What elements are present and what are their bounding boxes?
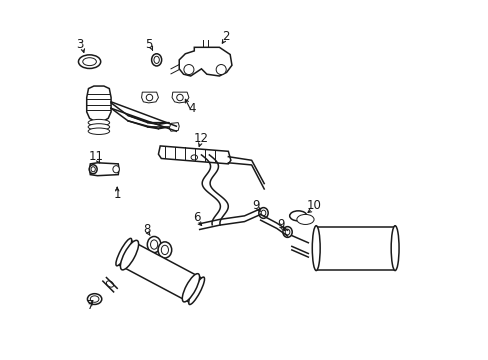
Text: 2: 2	[222, 30, 229, 43]
Ellipse shape	[88, 128, 109, 134]
Text: 12: 12	[193, 132, 208, 145]
Ellipse shape	[116, 238, 131, 266]
Ellipse shape	[146, 94, 152, 101]
Ellipse shape	[390, 226, 398, 271]
Polygon shape	[158, 146, 230, 164]
Ellipse shape	[91, 167, 95, 172]
Ellipse shape	[113, 166, 119, 173]
Polygon shape	[86, 86, 111, 121]
Text: 10: 10	[306, 199, 321, 212]
Ellipse shape	[176, 94, 183, 101]
Ellipse shape	[188, 277, 204, 305]
Ellipse shape	[150, 240, 158, 249]
Ellipse shape	[154, 56, 159, 63]
Ellipse shape	[90, 296, 99, 302]
Text: 8: 8	[143, 223, 150, 236]
Ellipse shape	[296, 215, 313, 225]
Ellipse shape	[285, 229, 289, 235]
Ellipse shape	[106, 281, 113, 287]
Text: 9: 9	[252, 199, 259, 212]
Text: 1: 1	[113, 188, 121, 201]
Ellipse shape	[147, 237, 161, 253]
Ellipse shape	[82, 58, 96, 66]
Ellipse shape	[191, 155, 197, 160]
Ellipse shape	[312, 226, 320, 271]
Ellipse shape	[78, 55, 101, 68]
Ellipse shape	[182, 274, 199, 302]
Polygon shape	[117, 240, 203, 303]
Polygon shape	[89, 163, 119, 176]
Polygon shape	[316, 226, 394, 270]
Ellipse shape	[258, 208, 267, 219]
Polygon shape	[172, 92, 188, 103]
Polygon shape	[179, 47, 231, 76]
Ellipse shape	[120, 240, 138, 270]
Text: 7: 7	[86, 299, 94, 312]
Ellipse shape	[88, 124, 109, 130]
Text: 6: 6	[193, 211, 201, 224]
Ellipse shape	[183, 64, 194, 75]
Ellipse shape	[216, 64, 226, 75]
Ellipse shape	[161, 245, 168, 255]
Ellipse shape	[151, 54, 162, 66]
Ellipse shape	[282, 226, 292, 237]
Text: 4: 4	[188, 102, 196, 115]
Ellipse shape	[89, 165, 97, 174]
Text: 5: 5	[144, 38, 152, 51]
Text: 9: 9	[277, 218, 284, 231]
Polygon shape	[142, 92, 158, 103]
Ellipse shape	[87, 294, 102, 305]
Ellipse shape	[289, 211, 306, 221]
Text: 11: 11	[88, 150, 103, 163]
Polygon shape	[169, 123, 179, 131]
Ellipse shape	[261, 210, 265, 216]
Ellipse shape	[158, 242, 171, 258]
Ellipse shape	[88, 120, 109, 126]
Text: 3: 3	[76, 38, 83, 51]
